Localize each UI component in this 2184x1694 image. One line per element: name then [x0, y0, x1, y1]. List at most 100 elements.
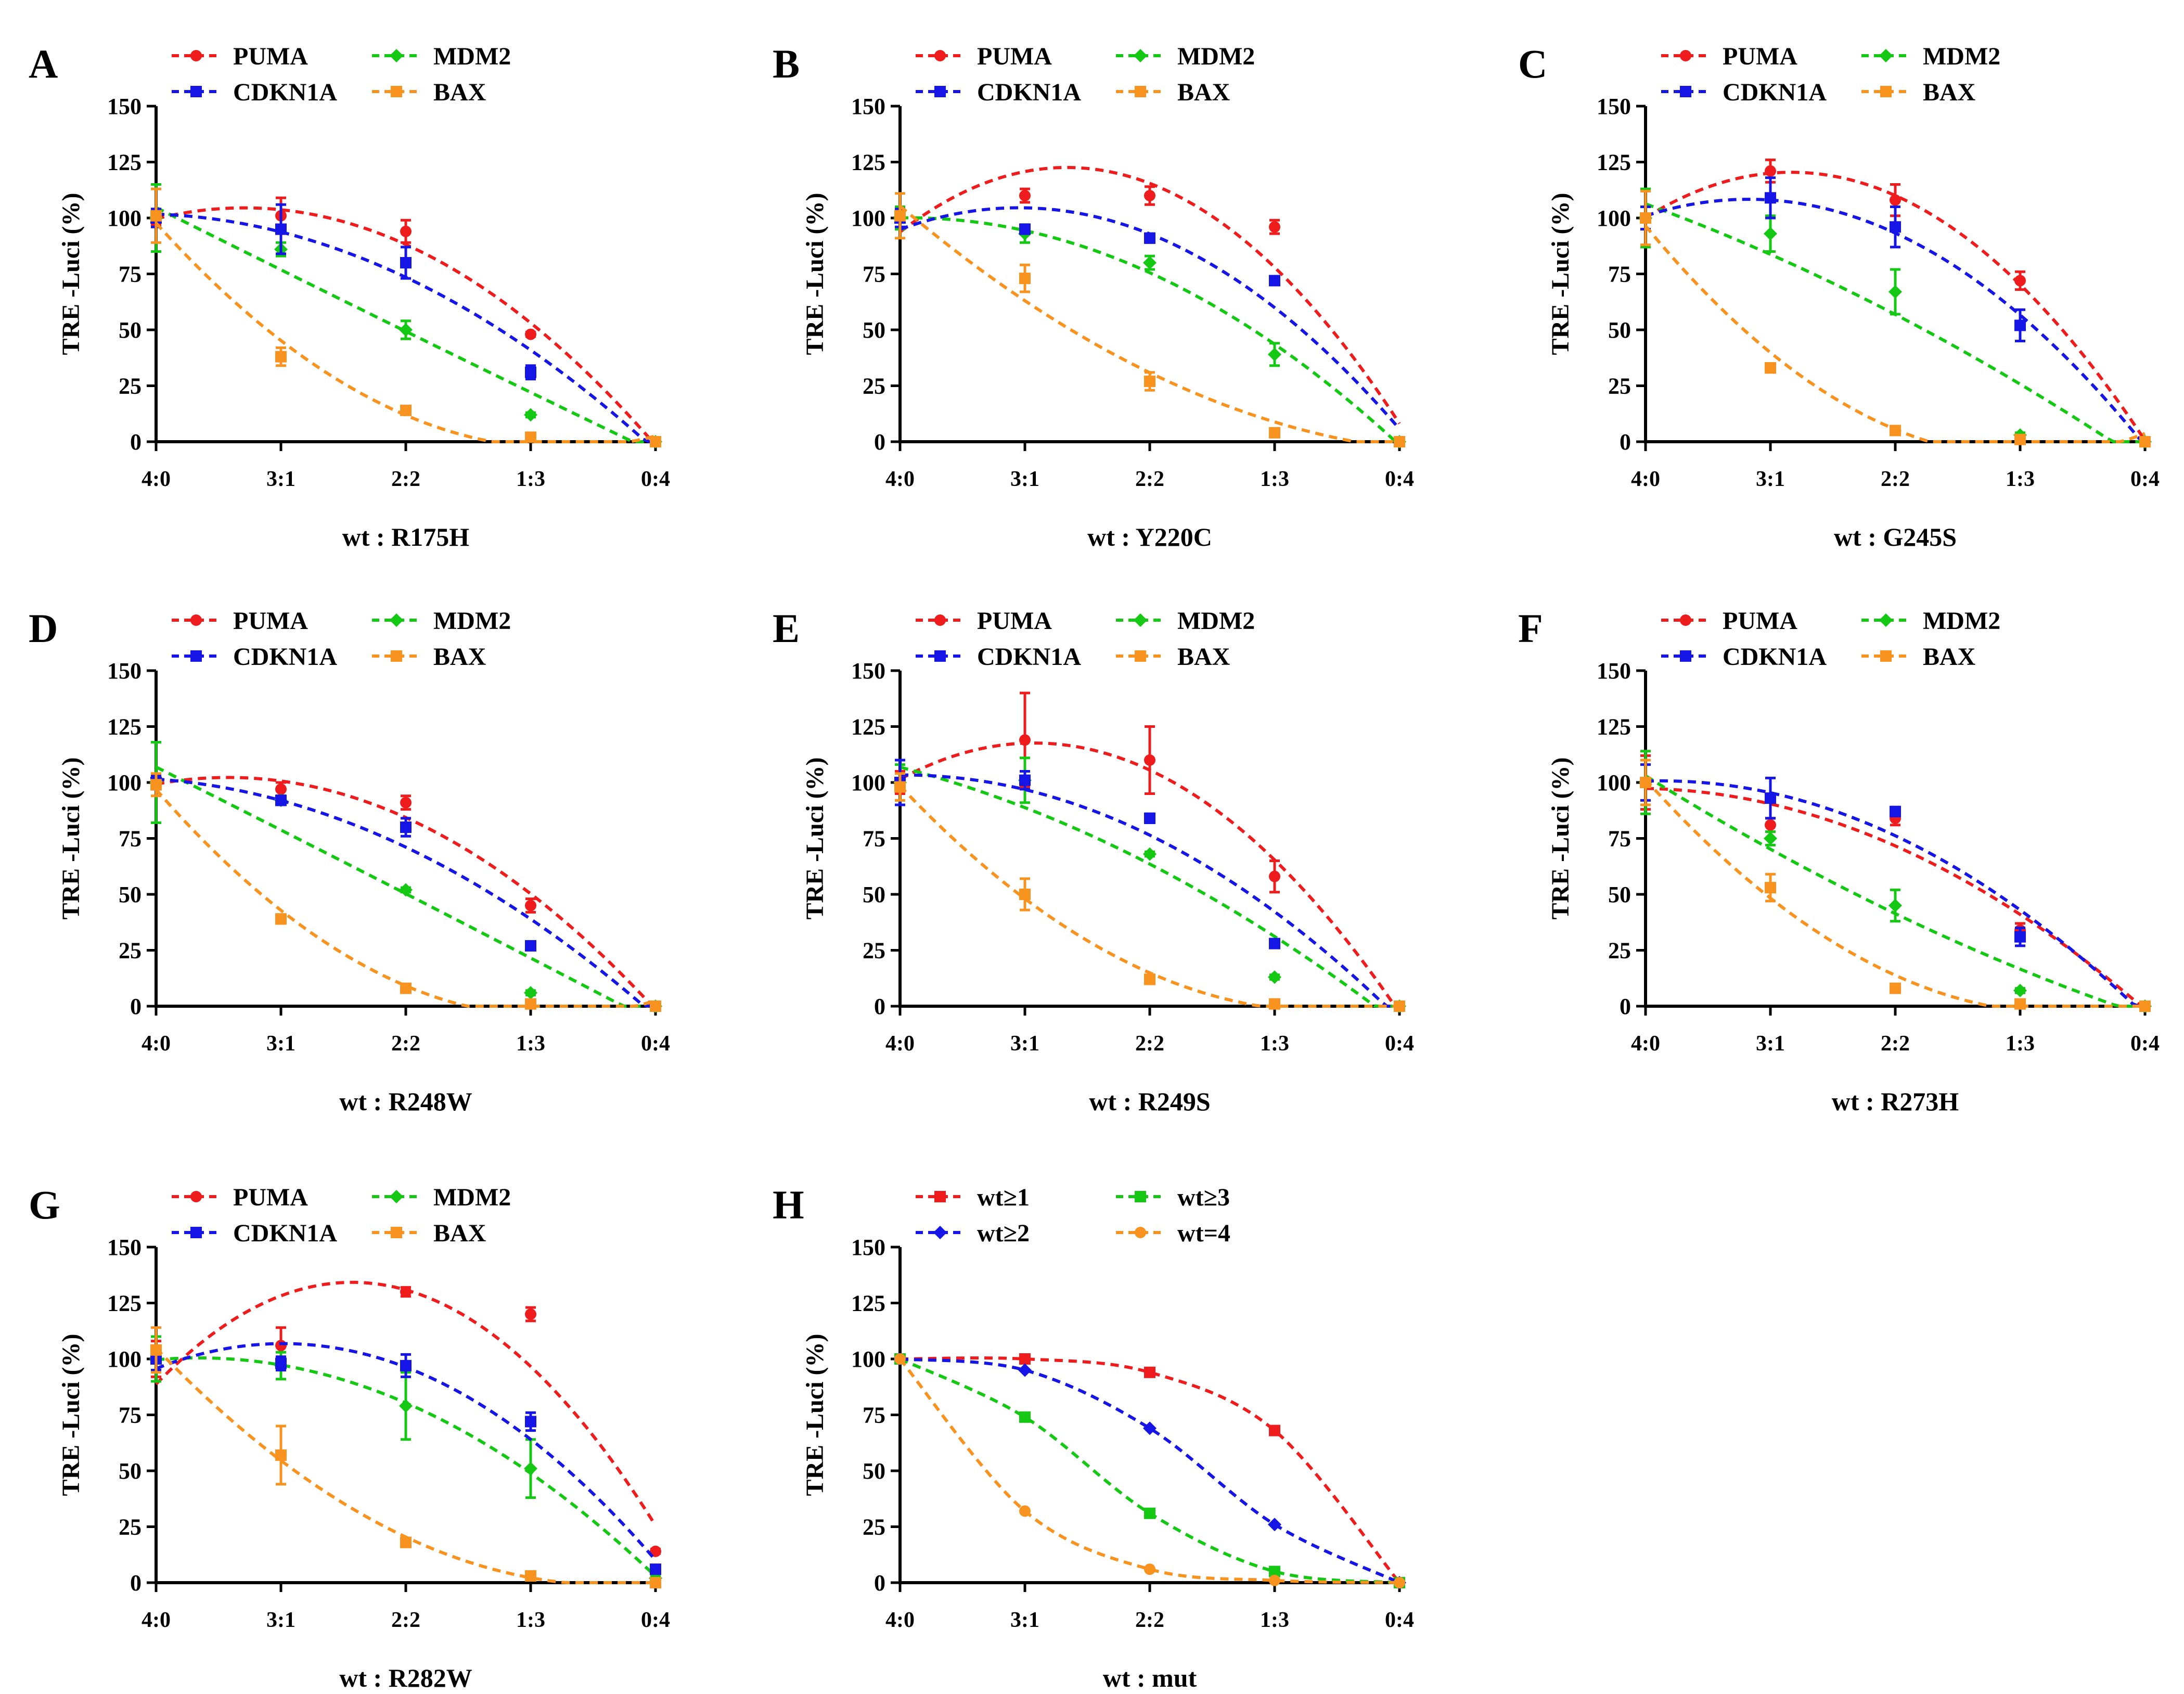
y-axis-label: TRE -Luci (%): [1547, 193, 1574, 355]
data-point: [400, 1286, 412, 1298]
data-point: [400, 797, 412, 808]
legend: PUMA MDM2 CDKN1A BAX: [1661, 43, 2000, 106]
data-point: [1394, 436, 1405, 447]
data-point: [400, 822, 412, 833]
x-tick-label: 3:1: [1010, 1608, 1039, 1632]
y-tick-label: 50: [119, 317, 142, 343]
panel-letter: H: [773, 1182, 804, 1227]
y-tick-label: 0: [1620, 994, 1631, 1019]
x-axis-label: wt : R273H: [1832, 1087, 1959, 1116]
data-point: [275, 1340, 287, 1352]
y-tick-label: 75: [863, 826, 885, 852]
data-point: [2139, 436, 2151, 447]
legend-label: CDKN1A: [233, 643, 337, 671]
legend-label: PUMA: [233, 43, 308, 70]
data-point: [275, 223, 287, 235]
y-axis-label: TRE -Luci (%): [801, 1334, 829, 1496]
y-tick-label: 150: [107, 1235, 142, 1260]
legend: PUMA MDM2 CDKN1A BAX: [916, 607, 1255, 671]
legend-swatch-marker: [1680, 614, 1691, 626]
x-tick-label: 4:0: [885, 467, 915, 491]
x-tick-label: 1:3: [2006, 467, 2035, 491]
x-tick-label: 1:3: [516, 1608, 545, 1632]
data-point: [400, 982, 412, 994]
trend-curve: [155, 206, 656, 443]
legend-item: BAX: [372, 79, 486, 106]
data-point: [275, 913, 287, 925]
trend-curve: [1645, 171, 2147, 442]
data-point: [1888, 285, 1902, 299]
legend-item: BAX: [1861, 79, 1976, 106]
data-point: [1018, 1363, 1032, 1377]
y-tick-label: 150: [851, 94, 885, 119]
data-point: [400, 1536, 412, 1548]
y-tick-label: 125: [851, 1291, 885, 1316]
data-point: [1143, 847, 1157, 861]
data-point: [525, 431, 536, 443]
y-tick-label: 150: [107, 94, 142, 119]
legend-swatch-marker: [1680, 50, 1691, 61]
trend-curve: [155, 788, 656, 1008]
legend-swatch-marker: [190, 86, 202, 97]
y-tick-label: 100: [1597, 770, 1631, 795]
data-point: [525, 1416, 536, 1428]
legend-swatch-marker: [1879, 613, 1893, 627]
y-tick-label: 50: [1608, 882, 1631, 907]
chart-panel-h: H 0 25 50 75 100 125 150 4:0 3:1 2:2 1:3 0:4 TRE -Luc…: [773, 1182, 1414, 1692]
x-tick-label: 1:3: [1260, 467, 1289, 491]
legend-label: wt≥2: [977, 1220, 1030, 1247]
legend-label: BAX: [433, 1220, 486, 1247]
y-tick-label: 125: [851, 714, 885, 740]
y-tick-label: 125: [107, 150, 142, 175]
trend-curve: [155, 222, 656, 443]
x-tick-label: 1:3: [516, 1032, 545, 1056]
data-point: [275, 1449, 287, 1461]
legend-item: CDKN1A: [172, 79, 337, 106]
x-tick-label: 0:4: [2130, 467, 2160, 491]
data-point: [1019, 1353, 1031, 1365]
data-point: [524, 986, 537, 1000]
x-tick-label: 2:2: [1881, 467, 1910, 491]
legend-item: MDM2: [372, 1184, 511, 1211]
legend-swatch-marker: [190, 1191, 202, 1202]
legend-label: CDKN1A: [1723, 643, 1827, 671]
data-point: [1144, 973, 1155, 985]
x-tick-label: 3:1: [1010, 1032, 1039, 1056]
x-tick-label: 4:0: [885, 1608, 915, 1632]
legend-label: BAX: [433, 79, 486, 106]
data-point: [1019, 774, 1031, 786]
legend-label: wt=4: [1177, 1220, 1230, 1247]
x-axis-label: wt : R282W: [339, 1663, 472, 1692]
legend-item: PUMA: [916, 43, 1052, 70]
data-point: [1890, 425, 1901, 437]
x-tick-label: 2:2: [1135, 1608, 1164, 1632]
series-puma: [894, 165, 1405, 447]
data-point: [1144, 232, 1155, 244]
data-point: [2014, 275, 2026, 287]
legend-label: PUMA: [977, 43, 1052, 70]
panel-letter: A: [29, 41, 58, 86]
legend-item: MDM2: [372, 43, 511, 70]
legend-item: BAX: [1116, 643, 1230, 671]
data-point: [1269, 1574, 1280, 1586]
series-mdm2: [1639, 750, 2152, 1013]
data-point: [650, 1545, 661, 1557]
legend: PUMA MDM2 CDKN1A BAX: [1661, 607, 2000, 671]
y-axis-label: TRE -Luci (%): [57, 193, 85, 355]
data-point: [1269, 275, 1280, 287]
data-point: [1144, 1563, 1155, 1575]
legend-swatch-marker: [1680, 650, 1691, 662]
data-point: [399, 1399, 413, 1413]
y-tick-label: 125: [1597, 714, 1631, 740]
data-point: [1019, 273, 1031, 285]
data-point: [1019, 734, 1031, 746]
legend-swatch-marker: [934, 614, 946, 626]
x-axis-label: wt : mut: [1103, 1663, 1197, 1692]
x-tick-label: 2:2: [1881, 1032, 1910, 1056]
y-tick-label: 125: [1597, 150, 1631, 175]
y-tick-label: 0: [130, 1570, 142, 1596]
data-point: [1394, 1577, 1405, 1588]
data-point: [525, 900, 536, 912]
y-tick-label: 100: [851, 1346, 885, 1372]
legend-label: wt≥1: [977, 1184, 1030, 1211]
